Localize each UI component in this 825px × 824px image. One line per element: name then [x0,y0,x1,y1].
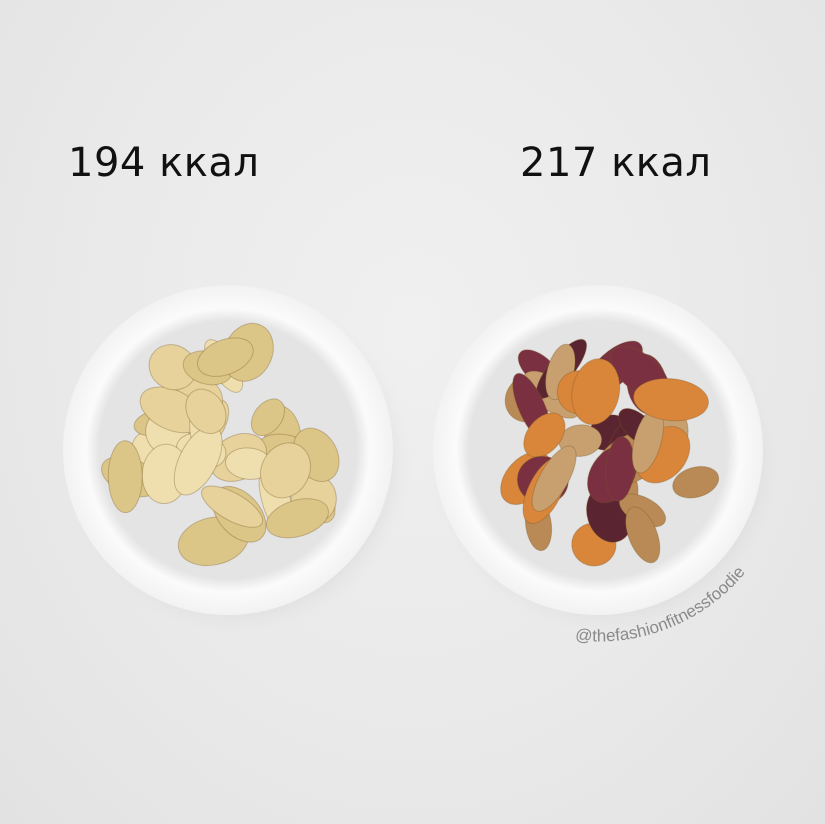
chip [250,398,286,437]
chip [185,388,227,434]
chip [107,440,143,514]
chip [265,498,329,539]
vegetable-chips [500,338,720,567]
chip [672,466,720,499]
chip [633,378,709,422]
chip [571,358,621,426]
potato-chips [101,322,340,567]
chip [201,485,264,528]
right-calories-label: 217 ккал [520,140,712,186]
right-bowl [428,285,784,638]
chip [604,436,635,502]
chip [259,442,311,499]
chip [197,337,254,377]
left-bowl [58,285,414,638]
chip [625,506,661,564]
left-calories-label: 194 ккал [68,140,260,186]
chip [523,412,566,458]
chip [531,445,577,512]
